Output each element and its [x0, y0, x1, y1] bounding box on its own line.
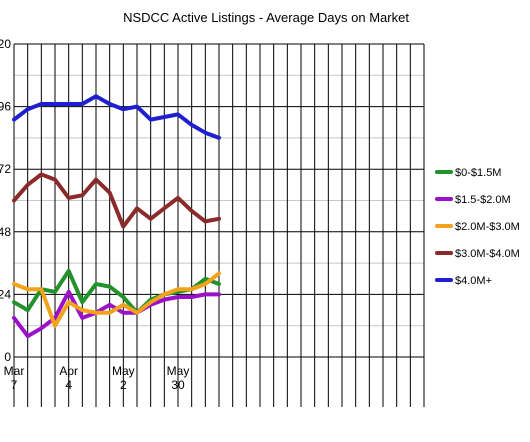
x-tick-label: Apr: [59, 364, 78, 378]
y-tick-label: 72: [0, 162, 11, 176]
x-tick-label: 30: [171, 378, 185, 392]
chart-title: NSDCC Active Listings - Average Days on …: [123, 10, 409, 25]
series-lines: [12, 94, 221, 339]
y-tick-label: 48: [0, 225, 11, 239]
y-tick-label: 120: [0, 37, 11, 51]
y-tick-label: 24: [0, 287, 11, 301]
legend-label-3: $3.0M-$4.0M: [455, 248, 520, 260]
x-tick-label: 2: [120, 378, 127, 392]
series-line-2: [12, 271, 221, 328]
legend-label-0: $0-$1.5M: [455, 167, 501, 179]
legend-label-4: $4.0M+: [455, 275, 492, 287]
grid: [13, 43, 425, 407]
x-tick-label: 7: [11, 378, 18, 392]
series-line-0: [12, 268, 221, 315]
y-axis: 0 24 48 72 96 120: [0, 37, 11, 364]
x-tick-label: May: [167, 364, 190, 378]
x-tick-label: 4: [65, 378, 72, 392]
x-tick-label: May: [112, 364, 135, 378]
y-tick-label: 96: [0, 100, 11, 114]
series-line-4: [12, 94, 221, 140]
series-line-3: [12, 172, 221, 229]
legend-label-2: $2.0M-$3.0M: [455, 221, 520, 233]
x-tick-label: Mar: [4, 364, 25, 378]
y-tick-label: 0: [4, 350, 11, 364]
legend: $0-$1.5M $1.5-$2.0M $2.0M-$3.0M $3.0M-$4.0M…: [435, 167, 520, 287]
legend-label-1: $1.5-$2.0M: [455, 194, 511, 206]
